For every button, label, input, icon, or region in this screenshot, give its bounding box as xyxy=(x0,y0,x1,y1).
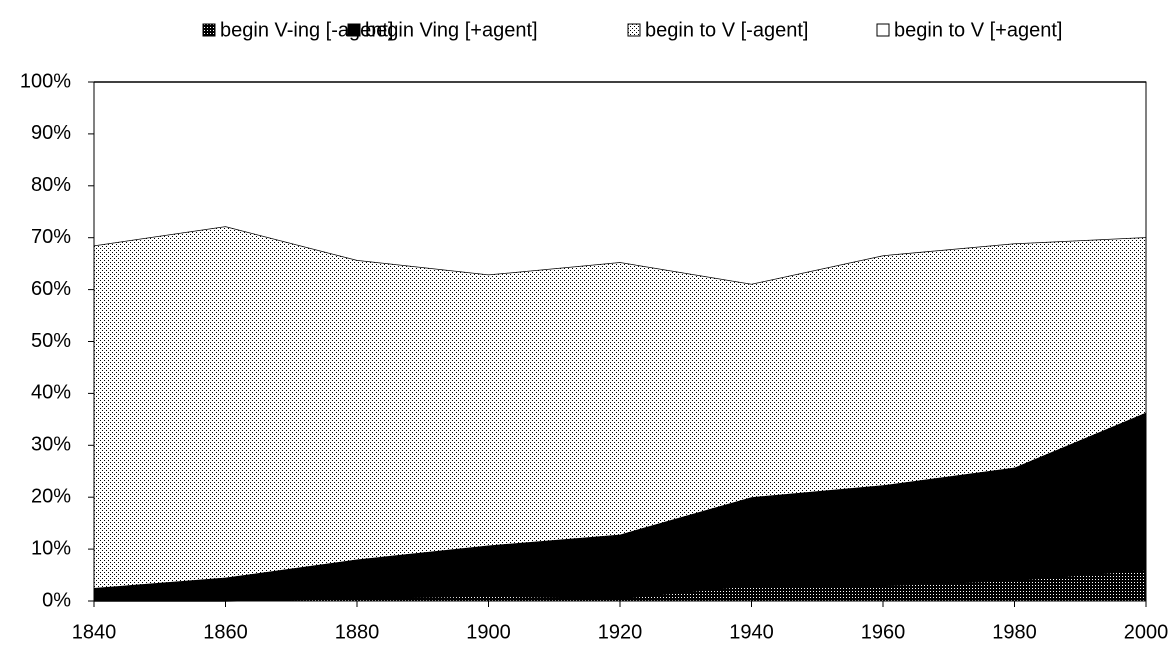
x-tick-label: 1960 xyxy=(861,621,906,643)
area xyxy=(94,412,1146,601)
x-tick-label: 1900 xyxy=(466,621,511,643)
y-tick-label: 0% xyxy=(42,589,71,611)
x-tick-label: 1840 xyxy=(72,621,117,643)
y-tick-label: 80% xyxy=(31,174,71,196)
x-tick-label: 1860 xyxy=(203,621,248,643)
y-tick-label: 20% xyxy=(31,485,71,507)
legend-marker xyxy=(202,23,216,37)
y-tick-label: 90% xyxy=(31,122,71,144)
area xyxy=(94,226,1146,589)
y-tick-label: 100% xyxy=(20,70,71,92)
area xyxy=(94,82,1146,284)
area xyxy=(94,569,1146,601)
y-tick-label: 30% xyxy=(31,434,71,456)
y-tick-label: 10% xyxy=(31,537,71,559)
legend-label: begin to V [+agent] xyxy=(894,19,1062,41)
x-tick-label: 2000 xyxy=(1124,621,1169,643)
legend-marker xyxy=(876,23,890,37)
legend-marker xyxy=(627,23,641,37)
x-tick-label: 1920 xyxy=(598,621,643,643)
y-tick-label: 50% xyxy=(31,330,71,352)
legend-label: begin Ving [+agent] xyxy=(365,19,538,41)
y-tick-label: 60% xyxy=(31,278,71,300)
x-tick-label: 1980 xyxy=(992,621,1037,643)
y-tick-label: 70% xyxy=(31,226,71,248)
legend-marker xyxy=(347,23,361,37)
x-tick-label: 1940 xyxy=(729,621,774,643)
y-tick-label: 40% xyxy=(31,382,71,404)
legend-label: begin to V [-agent] xyxy=(645,19,808,41)
x-tick-label: 1880 xyxy=(335,621,380,643)
